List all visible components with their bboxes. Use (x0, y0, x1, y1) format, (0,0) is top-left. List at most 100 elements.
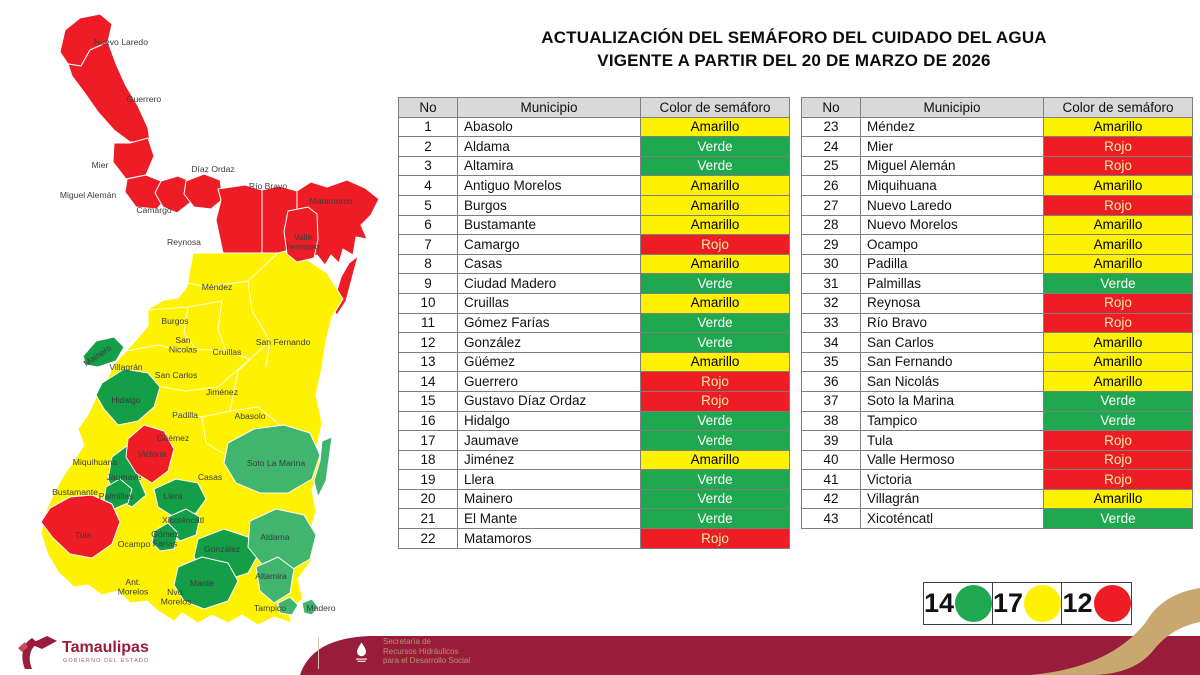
cell-semaforo: Verde (640, 430, 790, 451)
cell-numero: 17 (398, 430, 458, 451)
map-label: Xicoténcatl (162, 515, 204, 525)
table-row: 14 Guerrero Rojo (398, 371, 790, 392)
tamaulipas-logo: Tamaulipas GOBIERNO DEL ESTADO (16, 634, 149, 670)
table-row: 37 Soto la Marina Verde (801, 390, 1193, 412)
cell-numero: 42 (801, 488, 861, 510)
cell-semaforo: Amarillo (1043, 371, 1193, 392)
municipios-table-2: No Municipio Color de semáforo 23 Méndez Ama… (801, 97, 1193, 530)
cell-municipio: Bustamante (457, 214, 641, 236)
cell-semaforo: Verde (640, 273, 790, 294)
column-header: No (398, 97, 458, 118)
map-region-coast-strip (313, 436, 333, 498)
cell-semaforo: Verde (640, 136, 790, 157)
column-header: No (801, 97, 861, 118)
cell-numero: 8 (398, 253, 458, 275)
cell-numero: 1 (398, 116, 458, 138)
cell-numero: 21 (398, 508, 458, 530)
cell-semaforo: Amarillo (1043, 214, 1193, 236)
map-label: Matamoros (310, 196, 353, 206)
cell-semaforo: Amarillo (1043, 351, 1193, 373)
cell-municipio: Reynosa (860, 292, 1044, 314)
title-line-1: ACTUALIZACIÓN DEL SEMÁFORO DEL CUIDADO D… (541, 28, 1047, 47)
table-header-row: No Municipio Color de semáforo (801, 97, 1193, 118)
cell-semaforo: Amarillo (1043, 332, 1193, 353)
cell-semaforo: Amarillo (640, 253, 790, 275)
table-row: 7 Camargo Rojo (398, 234, 790, 255)
cell-municipio: Burgos (457, 194, 641, 216)
table-row: 19 Llera Verde (398, 469, 790, 490)
column-header: Municipio (860, 97, 1044, 118)
cell-municipio: Padilla (860, 253, 1044, 275)
map-label: Río Bravo (249, 181, 287, 191)
cell-municipio: Llera (457, 469, 641, 490)
map-label: Mante (190, 578, 214, 588)
cell-numero: 3 (398, 155, 458, 177)
map-label: Valle hermoso (286, 232, 320, 252)
table-row: 35 San Fernando Amarillo (801, 351, 1193, 373)
table-row: 27 Nuevo Laredo Rojo (801, 194, 1193, 216)
cell-municipio: Miquihuana (860, 175, 1044, 196)
legend-red-circle (1093, 585, 1131, 622)
cell-numero: 5 (398, 194, 458, 216)
map-label: Mier (92, 160, 109, 170)
map-region-guerrero (67, 41, 151, 143)
cell-semaforo: Rojo (1043, 449, 1193, 471)
cell-semaforo: Verde (640, 332, 790, 353)
cell-semaforo: Amarillo (1043, 234, 1193, 255)
cell-semaforo: Verde (640, 508, 790, 530)
map-region-madero (301, 598, 319, 616)
municipios-table-1: No Municipio Color de semáforo 1 Abasolo Ama… (398, 97, 790, 549)
map-region-gomez-farias (151, 522, 179, 552)
cell-semaforo: Amarillo (1043, 116, 1193, 138)
table-row: 4 Antiguo Morelos Amarillo (398, 175, 790, 196)
cell-semaforo: Verde (1043, 508, 1193, 530)
water-drop-icon (348, 637, 375, 665)
cell-semaforo: Rojo (640, 528, 790, 549)
map-label: Díaz Ordaz (191, 164, 234, 174)
cell-municipio: Villagrán (860, 488, 1044, 510)
map-region-llera (153, 478, 207, 518)
cell-municipio: Abasolo (457, 116, 641, 138)
cell-semaforo: Verde (640, 410, 790, 432)
map-region-tula (40, 494, 121, 559)
map-region-diaz-ordaz (183, 173, 224, 210)
cell-semaforo: Verde (1043, 273, 1193, 294)
map-label: Burgos (161, 316, 188, 326)
secretaria-line: Secretaría de (383, 637, 432, 646)
cell-semaforo: Rojo (640, 371, 790, 392)
map-label: Gómez Farías (151, 529, 179, 549)
map-label: Cruillas (213, 347, 242, 357)
legend-green-circle (955, 585, 993, 622)
column-header: Municipio (457, 97, 641, 118)
cell-numero: 4 (398, 175, 458, 196)
table-row: 25 Miguel Alemán Rojo (801, 155, 1193, 177)
map-region-aldama (247, 508, 317, 574)
table-row: 31 Palmillas Verde (801, 273, 1193, 294)
map-label: Altamira (255, 571, 287, 581)
cell-municipio: Mier (860, 136, 1044, 157)
cell-semaforo: Verde (1043, 410, 1193, 432)
table-row: 22 Matamoros Rojo (398, 528, 790, 549)
map-label: Tula (75, 530, 92, 540)
tamaulipas-map: Nuevo Laredo Guerrero Mier Miguel Alemán Cam… (40, 13, 380, 626)
cell-numero: 39 (801, 430, 861, 451)
page-title: ACTUALIZACIÓN DEL SEMÁFORO DEL CUIDADO D… (400, 26, 1188, 72)
cell-numero: 27 (801, 194, 861, 216)
map-label: Reynosa (167, 237, 201, 247)
cell-semaforo: Rojo (1043, 430, 1193, 451)
map-label: Ocampo (118, 539, 151, 549)
cell-numero: 28 (801, 214, 861, 236)
cell-municipio: Güémez (457, 351, 641, 373)
table-row: 15 Gustavo Díaz Ordaz Rojo (398, 390, 790, 412)
cell-semaforo: Amarillo (1043, 253, 1193, 275)
cell-municipio: Gómez Farías (457, 312, 641, 334)
legend-item-yellow: 17 (993, 583, 1062, 624)
map-label: Madero (306, 603, 335, 613)
cell-semaforo: Verde (640, 155, 790, 177)
map-label: Abasolo (234, 411, 265, 421)
cell-municipio: Casas (457, 253, 641, 275)
cell-municipio: Guerrero (457, 371, 641, 392)
cell-numero: 7 (398, 234, 458, 255)
table-row: 10 Cruillas Amarillo (398, 292, 790, 314)
